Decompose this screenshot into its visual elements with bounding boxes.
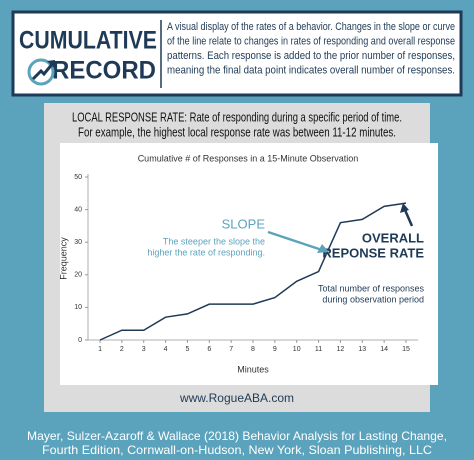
y-axis-label: Frequency: [58, 237, 68, 280]
x-tick-label: 5: [185, 346, 189, 353]
chart: Cumulative # of Responses in a 15-Minute…: [58, 153, 424, 374]
x-tick-label: 7: [229, 346, 233, 353]
x-tick-label: 1: [98, 346, 102, 353]
x-tick-label: 15: [402, 346, 410, 353]
overall-arrow: [403, 209, 414, 227]
x-tick-label: 4: [164, 346, 168, 353]
slope-arrow: [267, 230, 323, 252]
data-line: [99, 202, 407, 341]
intro-line: For example, the highest local response …: [78, 125, 396, 139]
x-tick-label: 8: [251, 346, 255, 353]
x-tick-label: 2: [120, 346, 124, 353]
overall-label: OVERALL: [362, 230, 424, 245]
x-axis-label: Minutes: [237, 364, 269, 374]
y-tick-label: 30: [74, 239, 82, 246]
x-tick-label: 11: [315, 346, 322, 353]
chart-title: Cumulative # of Responses in a 15-Minute…: [138, 153, 359, 163]
header-box: [11, 10, 463, 97]
description: A visual display of the rates of a behav…: [167, 21, 455, 77]
y-tick-label: 10: [74, 304, 82, 311]
y-tick-label: 20: [74, 272, 82, 279]
x-tick-label: 13: [358, 346, 366, 353]
intro: LOCAL RESPONSE RATE: Rate of responding …: [72, 110, 402, 139]
description-line: patterns. Each response is added to the …: [167, 50, 455, 62]
overall-note: during observation period: [322, 294, 424, 304]
overall-arrowhead: [400, 203, 409, 213]
description-line: of the line relate to changes in rates o…: [167, 35, 455, 47]
url: www.RogueABA.com: [179, 391, 294, 405]
slope-arrowhead: [317, 244, 329, 253]
y-tick-label: 50: [74, 174, 82, 181]
x-tick-label: 9: [273, 346, 277, 353]
x-tick-label: 3: [142, 346, 146, 353]
x-tick-label: 12: [337, 346, 345, 353]
overall-note: Total number of responses: [318, 283, 425, 293]
slope-note: The steeper the slope the: [163, 236, 265, 246]
overall-label: REPONSE RATE: [322, 245, 424, 260]
citation-line: Fourth Edition, Cornwall-on-Hudson, New …: [42, 443, 432, 457]
citation: Mayer, Sulzer-Azaroff & Wallace (2018) B…: [27, 429, 447, 457]
x-tick-label: 6: [207, 346, 211, 353]
slope-note: higher the rate of responding.: [147, 247, 265, 257]
logo-line: CUMULATIVE: [19, 27, 157, 55]
slope-label: SLOPE: [222, 216, 266, 231]
intro-line: LOCAL RESPONSE RATE: Rate of responding …: [72, 110, 402, 124]
y-tick-label: 40: [74, 206, 82, 213]
logo-line: RECORD: [52, 57, 156, 85]
chart-area: [60, 143, 438, 385]
logo-icon: [27, 58, 55, 86]
description-line: meaning the final data point indicates o…: [167, 64, 455, 76]
x-tick-label: 14: [380, 346, 388, 353]
citation-line: Mayer, Sulzer-Azaroff & Wallace (2018) B…: [27, 429, 447, 443]
x-tick-label: 10: [293, 346, 301, 353]
y-tick-label: 0: [78, 337, 82, 344]
description-line: A visual display of the rates of a behav…: [167, 21, 455, 33]
